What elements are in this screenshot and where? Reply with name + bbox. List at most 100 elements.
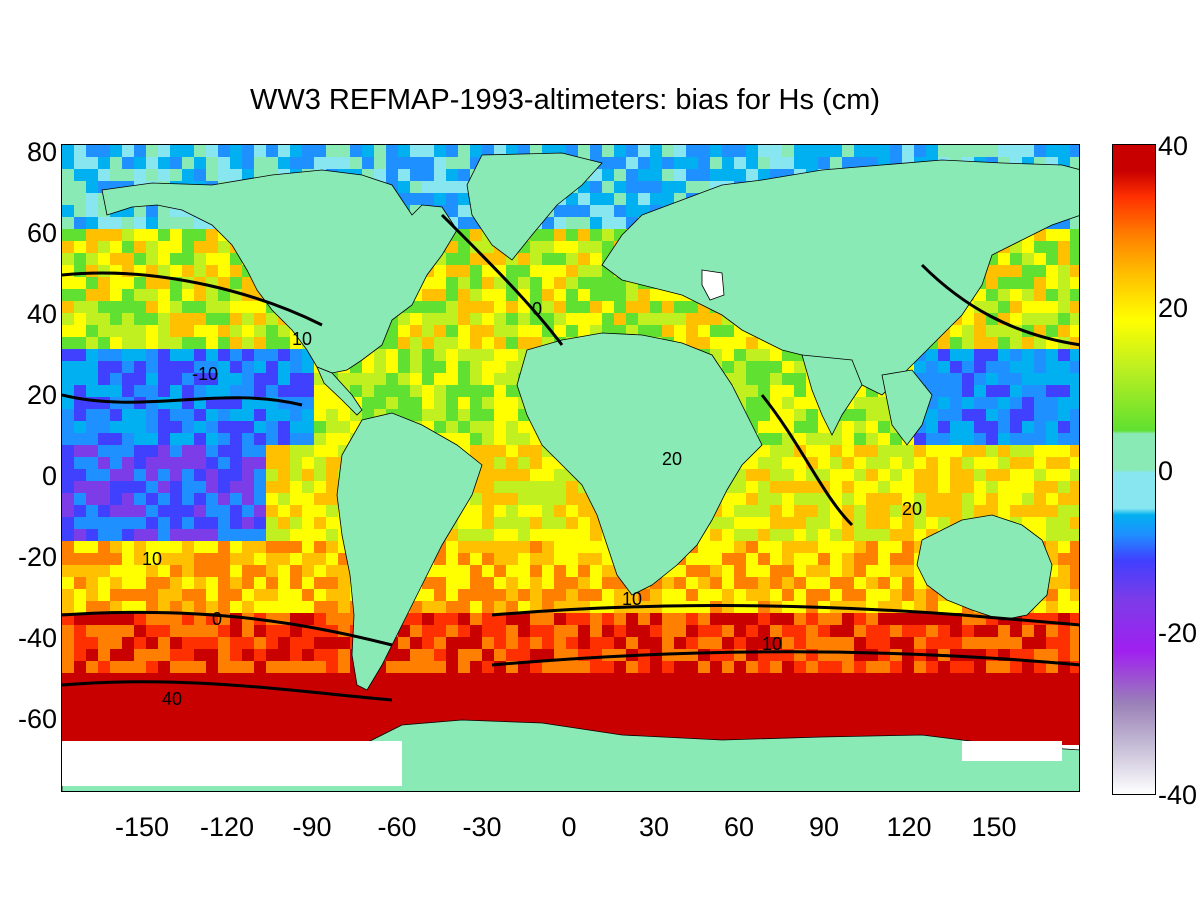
- ocean-cell: [626, 289, 638, 301]
- ocean-cell: [1046, 409, 1058, 421]
- ocean-cell: [626, 637, 638, 649]
- ocean-cell: [62, 601, 74, 613]
- ocean-cell: [794, 397, 806, 409]
- ocean-cell: [554, 481, 566, 493]
- ocean-cell: [98, 349, 110, 361]
- ocean-cell: [218, 541, 230, 553]
- ocean-cell: [326, 481, 338, 493]
- ocean-cell: [806, 481, 818, 493]
- land-greenland: [466, 152, 603, 261]
- ocean-cell: [878, 625, 890, 637]
- ocean-cell: [134, 541, 146, 553]
- ocean-cell: [674, 721, 686, 733]
- ocean-cell: [1034, 649, 1046, 661]
- ocean-cell: [590, 589, 602, 601]
- ocean-cell: [722, 625, 734, 637]
- ocean-cell: [722, 709, 734, 721]
- ocean-cell: [146, 241, 158, 253]
- ocean-cell: [86, 589, 98, 601]
- ocean-cell: [326, 613, 338, 625]
- ocean-cell: [986, 709, 998, 721]
- ocean-cell: [110, 553, 122, 565]
- ocean-cell: [734, 373, 746, 385]
- ocean-cell: [134, 505, 146, 517]
- ocean-cell: [770, 613, 782, 625]
- ocean-cell: [686, 169, 698, 181]
- ocean-cell: [566, 145, 578, 157]
- ocean-cell: [602, 661, 614, 673]
- ocean-cell: [134, 349, 146, 361]
- ocean-cell: [458, 325, 470, 337]
- ocean-cell: [182, 721, 194, 733]
- ocean-cell: [350, 697, 362, 709]
- ocean-cell: [242, 697, 254, 709]
- ocean-cell: [890, 481, 902, 493]
- ocean-cell: [290, 157, 302, 169]
- ocean-cell: [698, 181, 710, 193]
- ocean-cell: [986, 469, 998, 481]
- ocean-cell: [974, 505, 986, 517]
- ocean-cell: [938, 613, 950, 625]
- ocean-cell: [914, 529, 926, 541]
- ocean-cell: [830, 541, 842, 553]
- ocean-cell: [278, 481, 290, 493]
- ocean-cell: [950, 409, 962, 421]
- ocean-cell: [290, 565, 302, 577]
- ocean-cell: [638, 673, 650, 685]
- ocean-cell: [866, 145, 878, 157]
- ocean-cell: [194, 349, 206, 361]
- ocean-cell: [194, 553, 206, 565]
- ocean-cell: [902, 505, 914, 517]
- ocean-cell: [722, 685, 734, 697]
- ocean-cell: [794, 541, 806, 553]
- ocean-cell: [770, 589, 782, 601]
- ocean-cell: [734, 337, 746, 349]
- ocean-cell: [878, 649, 890, 661]
- ocean-cell: [170, 217, 182, 229]
- ocean-cell: [914, 673, 926, 685]
- ocean-cell: [998, 253, 1010, 265]
- ocean-cell: [374, 157, 386, 169]
- ocean-cell: [242, 661, 254, 673]
- ocean-cell: [62, 577, 74, 589]
- ocean-cell: [962, 421, 974, 433]
- ocean-cell: [482, 373, 494, 385]
- ocean-cell: [842, 685, 854, 697]
- ocean-cell: [266, 649, 278, 661]
- ocean-cell: [950, 349, 962, 361]
- ocean-cell: [590, 277, 602, 289]
- ocean-cell: [122, 697, 134, 709]
- ocean-cell: [266, 505, 278, 517]
- ocean-cell: [1070, 601, 1079, 613]
- ocean-cell: [446, 685, 458, 697]
- ocean-cell: [962, 445, 974, 457]
- ocean-cell: [794, 637, 806, 649]
- ocean-cell: [554, 265, 566, 277]
- ocean-cell: [326, 673, 338, 685]
- ocean-cell: [98, 145, 110, 157]
- ocean-cell: [1034, 349, 1046, 361]
- ocean-cell: [782, 529, 794, 541]
- ocean-cell: [806, 637, 818, 649]
- ocean-cell: [506, 637, 518, 649]
- ocean-cell: [194, 721, 206, 733]
- ocean-cell: [1010, 649, 1022, 661]
- ocean-cell: [146, 541, 158, 553]
- ocean-cell: [182, 433, 194, 445]
- ocean-cell: [878, 709, 890, 721]
- ocean-cell: [758, 373, 770, 385]
- ocean-cell: [314, 637, 326, 649]
- ocean-cell: [818, 493, 830, 505]
- ocean-cell: [134, 313, 146, 325]
- ocean-cell: [650, 289, 662, 301]
- ocean-cell: [614, 181, 626, 193]
- ocean-cell: [602, 301, 614, 313]
- contour-line: [920, 263, 1079, 347]
- ocean-cell: [998, 289, 1010, 301]
- ocean-cell: [206, 625, 218, 637]
- ocean-cell: [1046, 301, 1058, 313]
- ocean-cell: [758, 721, 770, 733]
- ocean-cell: [986, 625, 998, 637]
- ocean-cell: [194, 337, 206, 349]
- ocean-cell: [1034, 361, 1046, 373]
